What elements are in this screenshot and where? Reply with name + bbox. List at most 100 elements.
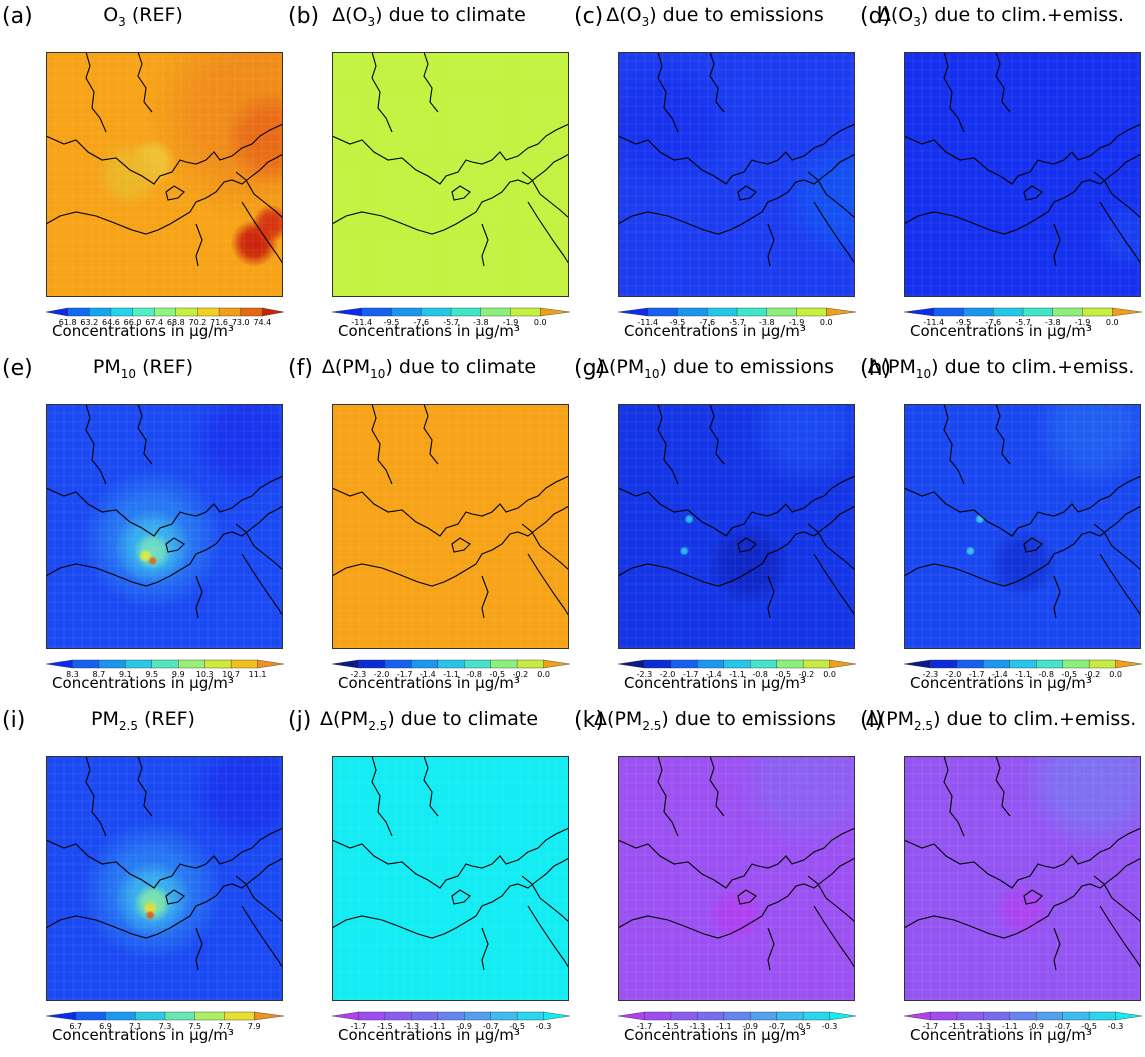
colorbar-segment <box>384 659 412 669</box>
colorbar-tick-label: 0.0 <box>1109 670 1122 679</box>
colorbar: -11.4 -9.5 -7.6 -5.7 -3.8 -1.9 0.0 <box>617 307 857 327</box>
panel-title-rest: (REF) <box>136 356 194 378</box>
colorbar-extend-low <box>903 1011 931 1021</box>
map-frame <box>46 756 283 1001</box>
colorbar: -2.3 -2.0 -1.7 -1.4 -1.1 -0.8 -0.5 -0.2 0.0 <box>331 659 571 679</box>
colorbar-segment <box>930 1011 958 1021</box>
colorbar-tick-label: -2.0 <box>660 670 676 679</box>
panel-title-main: Δ(O <box>606 4 642 26</box>
colorbar-segment <box>677 307 708 317</box>
colorbar-tick-label: -7.6 <box>699 318 715 327</box>
colorbar-tick-label: 8.3 <box>66 670 79 679</box>
colorbar-title: Concentrations in μg/m³ <box>338 1026 520 1044</box>
colorbar-tick-label: -9.5 <box>670 318 686 327</box>
panel-title-subscript: 3 <box>118 14 126 29</box>
coastline <box>807 875 855 923</box>
panel-title: O3 (REF) <box>0 4 286 29</box>
coastline <box>371 756 393 837</box>
coastline <box>235 523 283 571</box>
colorbar-segment <box>697 659 725 669</box>
colorbar-segment <box>358 1011 386 1021</box>
panel-label: (a) <box>2 4 33 29</box>
colorbar-segment <box>105 1011 136 1021</box>
panel-title-rest: ) due to climate <box>387 708 539 730</box>
colorbar-tick-label: 0.0 <box>820 318 833 327</box>
colorbar-tick-label: 73.0 <box>232 318 250 327</box>
coastline <box>46 153 283 235</box>
colorbar-extend-low <box>331 307 362 317</box>
map-panel: (e) PM10 (REF) 8.3 8.7 9.1 9.5 9.9 10.3 10.7 11.1… <box>0 352 286 704</box>
heatmap-region <box>143 900 158 916</box>
panel-title-main: Δ(O <box>332 4 368 26</box>
coastline <box>521 171 569 219</box>
map-panel: (i) PM2.5 (REF) 6.7 6.9 7.1 7.3 7.5 7.7 7.9 Conce… <box>0 704 286 1056</box>
panel-title: PM2.5 (REF) <box>0 708 286 733</box>
colorbar-tick-label: 9.1 <box>119 670 132 679</box>
colorbar-segment <box>933 307 965 317</box>
colorbar-extend-high <box>829 659 857 669</box>
colorbar-segment <box>516 1011 545 1021</box>
colorbar-title: Concentrations in μg/m³ <box>910 674 1092 692</box>
colorbar-extend-high <box>1112 307 1143 317</box>
heatmap-region <box>965 546 976 556</box>
colorbar-segment <box>1062 659 1090 669</box>
panel-title-rest: ) due to emissions <box>659 356 835 378</box>
colorbar-segment <box>750 1011 778 1021</box>
colorbar-tick-label: -3.8 <box>473 318 489 327</box>
colorbar-tick-label: -1.1 <box>716 1022 732 1031</box>
colorbar-segment <box>802 1011 831 1021</box>
colorbar-segment <box>510 307 541 317</box>
coastline <box>527 201 569 265</box>
colorbar-tick-label: 67.4 <box>145 318 163 327</box>
colorbar-title: Concentrations in μg/m³ <box>52 1026 234 1044</box>
colorbar-segment <box>1088 659 1117 669</box>
coastline <box>943 52 965 133</box>
colorbar-title: Concentrations in μg/m³ <box>624 674 806 692</box>
map-frame <box>904 52 1141 297</box>
coastline <box>737 537 757 553</box>
colorbar-tick-label: 7.1 <box>129 1022 142 1031</box>
colorbar-segment <box>411 1011 439 1021</box>
colorbar-segment <box>644 1011 672 1021</box>
colorbar-extend-low <box>45 307 68 317</box>
colorbar-tick-label: -1.7 <box>637 1022 653 1031</box>
colorbar-tick-label: -0.2 <box>799 670 815 679</box>
colorbar-segment <box>930 659 958 669</box>
map-frame <box>618 52 855 297</box>
coastline <box>481 575 489 619</box>
colorbar-tick-label: 8.7 <box>93 670 106 679</box>
panel-title-rest: ) due to emissions <box>661 708 836 730</box>
colorbar-segment <box>437 1011 465 1021</box>
colorbar-tick-label: -1.5 <box>377 1022 393 1031</box>
map-panel: (c) Δ(O3) due to emissions -11.4 -9.5 -7.6 -5… <box>572 0 858 352</box>
colorbar-segment <box>218 307 242 317</box>
heatmap-region <box>1034 404 1141 488</box>
heatmap-region <box>147 556 158 566</box>
panel-label: (g) <box>574 356 606 381</box>
panel-title-subscript: 10 <box>120 366 137 381</box>
panel-title-subscript: 3 <box>913 14 921 29</box>
colorbar-tick-label: -1.9 <box>789 318 805 327</box>
heatmap-region <box>145 910 156 920</box>
map-panel: (b) Δ(O3) due to climate -11.4 -9.5 -7.6 -5.7… <box>286 0 572 352</box>
colorbar-title: Concentrations in μg/m³ <box>624 1026 806 1044</box>
colorbar-segment <box>707 307 738 317</box>
coastline <box>451 889 471 905</box>
colorbar-tick-label: -9.5 <box>384 318 400 327</box>
colorbar-segment <box>75 1011 107 1021</box>
colorbar-tick-label: -0.2 <box>1085 670 1101 679</box>
colorbar-tick-label: -0.9 <box>456 1022 472 1031</box>
coastline <box>235 171 283 219</box>
colorbar-extend-high <box>829 1011 857 1021</box>
colorbar-tick-label: -0.5 <box>775 670 791 679</box>
colorbar-extend-high <box>257 659 285 669</box>
coastline <box>709 404 725 465</box>
heatmap-map <box>46 52 283 297</box>
colorbar-tick-label: -1.1 <box>1002 1022 1018 1031</box>
coastline <box>904 123 1141 185</box>
colorbar-segment <box>1052 307 1084 317</box>
coastline <box>618 475 855 537</box>
colorbar-extend-high <box>826 307 857 317</box>
colorbar-extend-low <box>617 307 648 317</box>
map-panel: (l) Δ(PM2.5) due to clim.+emiss. -1.7 -1.5-… <box>858 704 1144 1056</box>
